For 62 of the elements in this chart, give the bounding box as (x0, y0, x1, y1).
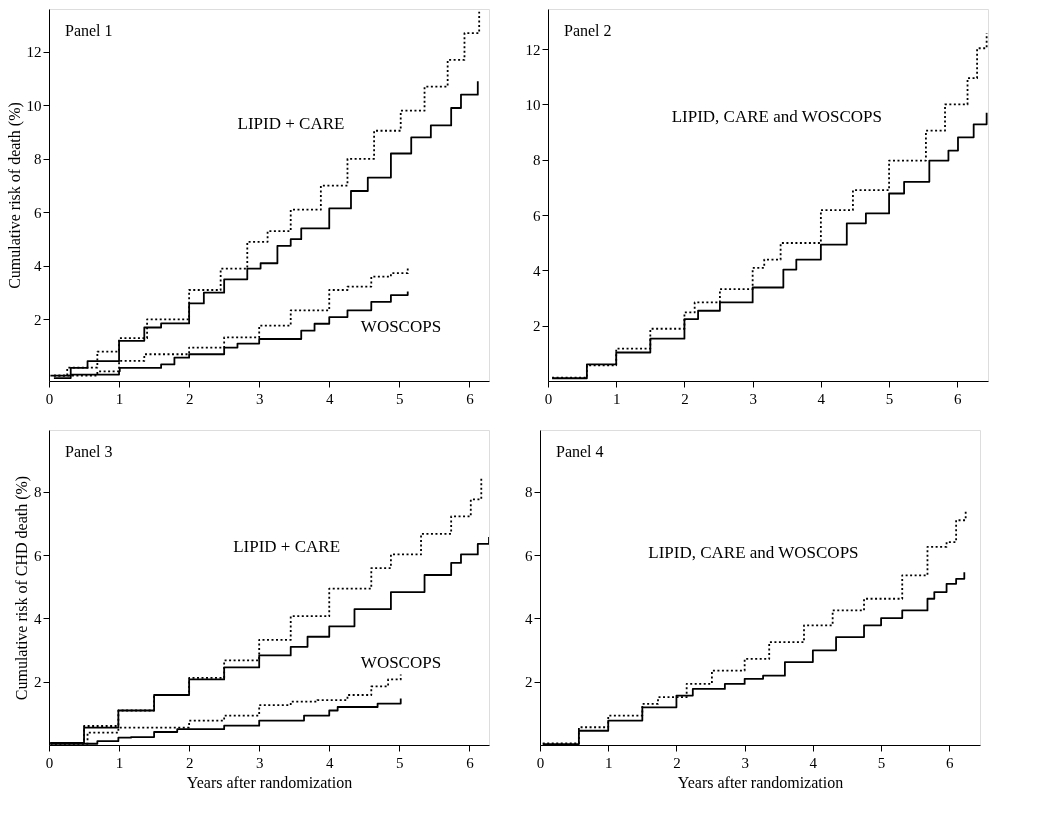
x-axis-title: Years after randomization (186, 773, 353, 791)
x-tick-label: 6 (466, 754, 475, 771)
y-tick-label: 10 (26, 97, 42, 114)
x-tick-label: 6 (954, 390, 963, 407)
x-tick-label: 4 (326, 390, 334, 407)
y-axis-title: Cumulative risk of death (%) (5, 102, 24, 289)
y-tick-label: 10 (525, 96, 541, 113)
y-tick-label: 6 (34, 204, 42, 221)
y-tick-label: 8 (525, 484, 533, 501)
y-tick-label: 8 (533, 152, 541, 169)
x-tick-label: 2 (185, 754, 194, 771)
y-tick-label: 4 (34, 258, 42, 275)
annotation: WOSCOPS (360, 653, 442, 673)
x-tick-label: 6 (466, 390, 475, 407)
x-tick-label: 1 (612, 390, 621, 407)
x-tick-label: 1 (115, 754, 124, 771)
y-tick-label: 6 (533, 207, 541, 224)
y-tick-label: 2 (34, 674, 42, 691)
annotation: LIPID, CARE and WOSCOPS (648, 542, 859, 562)
x-tick-label: 1 (115, 390, 124, 407)
x-tick-label: 6 (946, 754, 955, 771)
x-tick-label: 5 (396, 390, 404, 407)
x-tick-label: 1 (604, 754, 613, 771)
x-tick-label: 2 (673, 754, 681, 771)
x-tick-label: 2 (681, 390, 689, 407)
y-tick-label: 4 (533, 262, 541, 279)
annotation: LIPID + CARE (237, 114, 345, 134)
y-tick-label: 12 (525, 41, 541, 58)
x-tick-label: 0 (45, 390, 54, 407)
x-tick-label: 5 (396, 754, 404, 771)
y-tick-label: 2 (533, 318, 541, 335)
annotation: WOSCOPS (360, 317, 442, 337)
x-tick-label: 4 (817, 390, 826, 407)
x-tick-label: 0 (536, 754, 545, 771)
x-tick-label: 3 (255, 754, 264, 771)
y-tick-label: 2 (525, 674, 533, 691)
x-axis-title: Years after randomization (677, 773, 844, 791)
annotation: LIPID + CARE (233, 536, 341, 556)
text: Panel 2 (564, 22, 612, 39)
annotation: LIPID, CARE and WOSCOPS (671, 106, 882, 126)
y-tick-label: 6 (34, 547, 42, 564)
y-tick-label: 2 (34, 311, 42, 328)
x-tick-label: 3 (749, 390, 757, 407)
text: Panel 3 (65, 443, 113, 460)
x-tick-label: 3 (741, 754, 749, 771)
y-tick-label: 12 (26, 44, 42, 61)
y-tick-label: 8 (34, 484, 42, 501)
y-tick-label: 6 (525, 547, 533, 564)
y-tick-label: 4 (525, 610, 533, 627)
x-tick-label: 5 (885, 390, 894, 407)
x-tick-label: 4 (326, 754, 334, 771)
x-tick-label: 2 (185, 390, 194, 407)
x-tick-label: 0 (544, 390, 553, 407)
x-tick-label: 4 (809, 754, 818, 771)
y-tick-label: 4 (34, 610, 42, 627)
y-tick-label: 8 (34, 151, 42, 168)
x-tick-label: 5 (877, 754, 886, 771)
text: Panel 4 (556, 443, 604, 460)
y-axis-title: Cumulative risk of CHD death (%) (13, 475, 31, 701)
x-tick-label: 0 (45, 754, 54, 771)
x-tick-label: 3 (255, 390, 264, 407)
text: Panel 1 (65, 22, 113, 39)
